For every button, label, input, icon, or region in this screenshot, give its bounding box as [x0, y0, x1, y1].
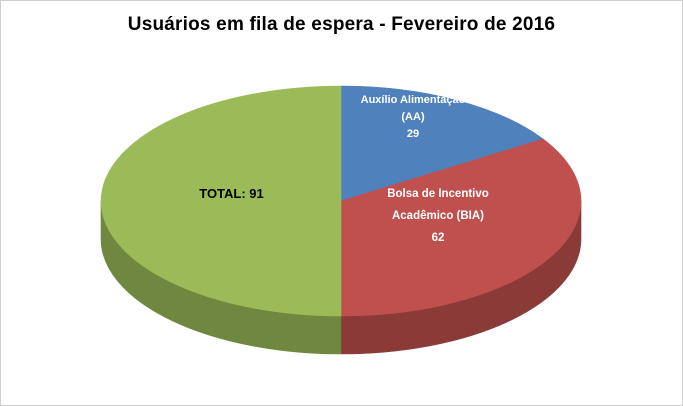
- slice-label-bia: Bolsa de Incentivo Acadêmico (BIA) 62: [348, 183, 528, 249]
- slice-label-line: Auxílio Alimentação: [360, 94, 466, 106]
- slice-label-total: TOTAL: 91: [159, 186, 304, 201]
- chart-title: Usuários em fila de espera - Fevereiro d…: [127, 14, 556, 35]
- slice-value: 29: [406, 128, 420, 140]
- slice-label-line: TOTAL: 91: [199, 186, 264, 201]
- slice-value: 62: [431, 232, 445, 244]
- slice-label-line: (AA): [401, 111, 425, 123]
- slice-label-line: Bolsa de Incentivo: [387, 188, 489, 200]
- pie-slice-total: [100, 85, 342, 317]
- slice-label-aa: Auxílio Alimentação (AA) 29: [323, 92, 503, 143]
- slice-label-line: Acadêmico (BIA): [391, 210, 485, 222]
- pie-slice-aa: [340, 85, 544, 202]
- pie-slice-bia: [340, 138, 582, 317]
